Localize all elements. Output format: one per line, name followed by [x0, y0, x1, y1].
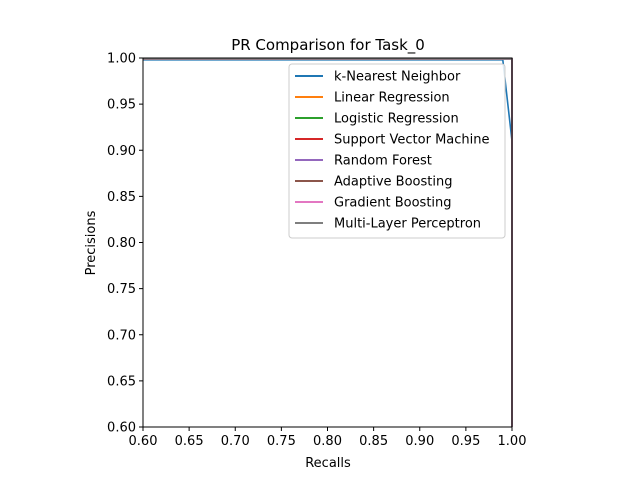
y-tick-label: 0.80 [107, 236, 136, 251]
x-axis-ticks: 0.60 0.65 0.70 0.75 0.80 0.85 0.90 0.95 1.00 [129, 427, 527, 449]
legend-label: Gradient Boosting [334, 196, 452, 211]
y-tick-label: 0.65 [107, 374, 136, 389]
legend-label: k-Nearest Neighbor [334, 70, 461, 85]
x-tick-label: 1.00 [498, 434, 527, 449]
legend-label: Support Vector Machine [334, 133, 490, 148]
x-tick-label: 0.65 [175, 434, 204, 449]
x-tick-label: 0.80 [313, 434, 342, 449]
y-tick-label: 1.00 [107, 52, 136, 67]
y-tick-label: 0.90 [107, 144, 136, 159]
x-tick-label: 0.70 [221, 434, 250, 449]
y-tick-label: 0.85 [107, 190, 136, 205]
legend-label: Logistic Regression [334, 112, 459, 127]
legend-label: Random Forest [334, 154, 432, 169]
x-tick-label: 0.60 [129, 434, 158, 449]
legend-box [288, 63, 506, 239]
chart-title: PR Comparison for Task_0 [231, 36, 425, 55]
y-tick-label: 0.60 [107, 421, 136, 436]
legend: k-Nearest Neighbor Linear Regression Logis… [288, 63, 506, 239]
x-tick-label: 0.75 [267, 434, 296, 449]
x-tick-label: 0.90 [405, 434, 434, 449]
y-tick-label: 0.70 [107, 328, 136, 343]
y-axis-label: Precisions [84, 210, 99, 275]
legend-label: Adaptive Boosting [334, 175, 452, 190]
x-tick-label: 0.95 [451, 434, 480, 449]
y-tick-label: 0.95 [107, 98, 136, 113]
y-tick-label: 0.75 [107, 282, 136, 297]
legend-label: Multi-Layer Perceptron [334, 217, 481, 232]
y-axis-ticks: 0.60 0.65 0.70 0.75 0.80 0.85 0.90 0.95 1.00 [107, 52, 143, 436]
legend-label: Linear Regression [334, 91, 450, 106]
x-tick-label: 0.85 [359, 434, 388, 449]
x-axis-label: Recalls [305, 456, 351, 471]
